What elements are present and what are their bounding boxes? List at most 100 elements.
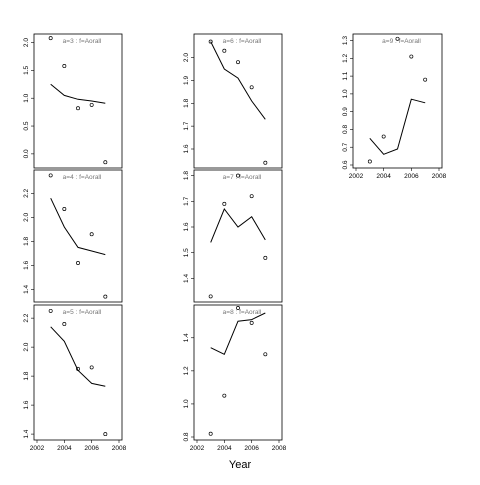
plot-frame	[33, 304, 123, 441]
chart-panel: 1.4 1.6 1.8 2.0 2.2 2002 2004 2006 2008 a=5 : f=A…	[23, 304, 127, 452]
y-tick-label: 0.8	[183, 432, 190, 441]
data-point	[263, 352, 268, 357]
data-point	[409, 54, 414, 59]
y-tick-label: 1.8	[23, 237, 30, 246]
y-tick-label: 1.2	[183, 366, 190, 375]
chart-panel: 0.0 0.5 1.0 1.5 2.0 a=3 : f=Aorall	[23, 33, 123, 169]
x-tick-label: 2004	[217, 445, 232, 452]
y-tick-label: 1.8	[183, 171, 190, 180]
data-point	[208, 431, 213, 436]
chart-panel: 1.4 1.5 1.6 1.7 1.8 a=7 : f=Aorall	[183, 169, 283, 303]
data-point	[48, 173, 53, 178]
fitted-line	[369, 98, 426, 155]
y-tick-label: 1.6	[183, 144, 190, 153]
y-tick-label: 1.5	[23, 65, 30, 74]
data-point	[236, 60, 240, 65]
data-point	[381, 134, 386, 139]
y-tick-label: 1.5	[183, 248, 190, 257]
x-axis-label: Year	[228, 459, 252, 471]
panel-title: a=4 : f=Aorall	[63, 174, 102, 181]
y-tick-label: 2.0	[23, 38, 30, 47]
y-tick-label: 1.6	[23, 261, 30, 270]
y-tick-label: 1.3	[342, 36, 349, 45]
fitted-line	[50, 83, 106, 104]
data-point	[367, 159, 372, 164]
data-point	[208, 39, 213, 44]
y-tick-label: 2.2	[23, 189, 30, 198]
y-tick-label: 0.8	[342, 125, 349, 134]
y-tick-label: 2.0	[23, 213, 30, 222]
data-point	[236, 306, 240, 310]
y-tick-label: 0.6	[342, 160, 349, 169]
fitted-line	[210, 312, 266, 355]
plot-frame	[193, 169, 283, 303]
y-tick-label: 0.7	[342, 142, 349, 151]
data-point	[76, 106, 80, 111]
plot-frame	[33, 33, 123, 169]
data-point	[395, 36, 400, 41]
y-tick-label: 1.6	[23, 400, 30, 409]
x-tick-label: 2002	[30, 445, 45, 452]
y-tick-label: 1.0	[342, 89, 349, 98]
y-tick-label: 1.7	[183, 121, 190, 130]
data-point	[263, 160, 268, 165]
fitted-line	[50, 326, 106, 387]
y-tick-label: 0.9	[342, 107, 349, 116]
y-tick-label: 0.5	[23, 121, 30, 130]
chart-panel: 0.8 1.0 1.2 1.4 2002 2004 2006 2008 a=8 : f=Aora…	[183, 304, 287, 452]
data-point	[89, 365, 94, 370]
x-tick-label: 2008	[112, 445, 127, 452]
x-tick-label: 2008	[432, 173, 447, 180]
y-tick-label: 1.4	[23, 429, 30, 438]
data-point	[76, 261, 80, 265]
plot-frame	[33, 169, 123, 303]
panel-title: a=8 : f=Aorall	[223, 309, 262, 316]
plot-frame	[193, 304, 283, 441]
y-tick-label: 0.0	[23, 149, 30, 158]
data-point	[76, 366, 80, 371]
data-point	[89, 102, 94, 107]
data-point	[103, 160, 108, 165]
panel-title: a=6 : f=Aorall	[223, 38, 262, 45]
data-point	[222, 393, 227, 398]
plot-frame	[352, 33, 443, 169]
y-tick-label: 1.4	[183, 274, 190, 283]
data-point	[249, 320, 254, 325]
panel-title: a=9 : f=Aorall	[382, 38, 421, 45]
data-point	[423, 77, 428, 82]
data-point	[249, 85, 254, 90]
data-point	[208, 294, 213, 299]
data-point	[236, 173, 240, 178]
x-tick-label: 2006	[244, 445, 259, 452]
data-point	[222, 201, 227, 206]
fitted-line	[210, 208, 266, 243]
chart-panel: 1.4 1.6 1.8 2.0 2.2 a=4 : f=Aorall	[23, 169, 123, 303]
y-tick-label: 1.0	[183, 399, 190, 408]
chart-panel: 0.6 0.7 0.8 0.9 1.0 1.1 1.2 1.3 2002 2004 2006 2008…	[342, 33, 447, 180]
data-point	[48, 36, 53, 41]
data-point	[263, 255, 268, 260]
y-tick-label: 1.7	[183, 196, 190, 205]
y-tick-label: 1.6	[183, 222, 190, 231]
x-tick-label: 2002	[190, 445, 205, 452]
fitted-line	[50, 197, 106, 256]
panel-title: a=3 : f=Aorall	[63, 38, 102, 45]
data-point	[62, 63, 67, 68]
plot-frame	[193, 33, 283, 169]
y-tick-label: 1.2	[342, 53, 349, 62]
chart-panel: 1.6 1.7 1.8 1.9 2.0 a=6 : f=Aorall	[183, 33, 283, 169]
y-tick-label: 1.0	[23, 93, 30, 102]
x-tick-label: 2008	[272, 445, 287, 452]
x-tick-label: 2004	[57, 445, 72, 452]
y-tick-label: 1.8	[183, 98, 190, 107]
y-tick-label: 1.4	[183, 333, 190, 342]
y-tick-label: 1.8	[23, 371, 30, 380]
data-point	[62, 207, 67, 211]
y-tick-label: 1.4	[23, 285, 30, 294]
data-point	[89, 232, 94, 237]
y-tick-label: 2.0	[23, 342, 30, 351]
data-point	[249, 194, 254, 199]
x-tick-label: 2006	[404, 173, 419, 180]
fitted-line	[210, 41, 266, 120]
